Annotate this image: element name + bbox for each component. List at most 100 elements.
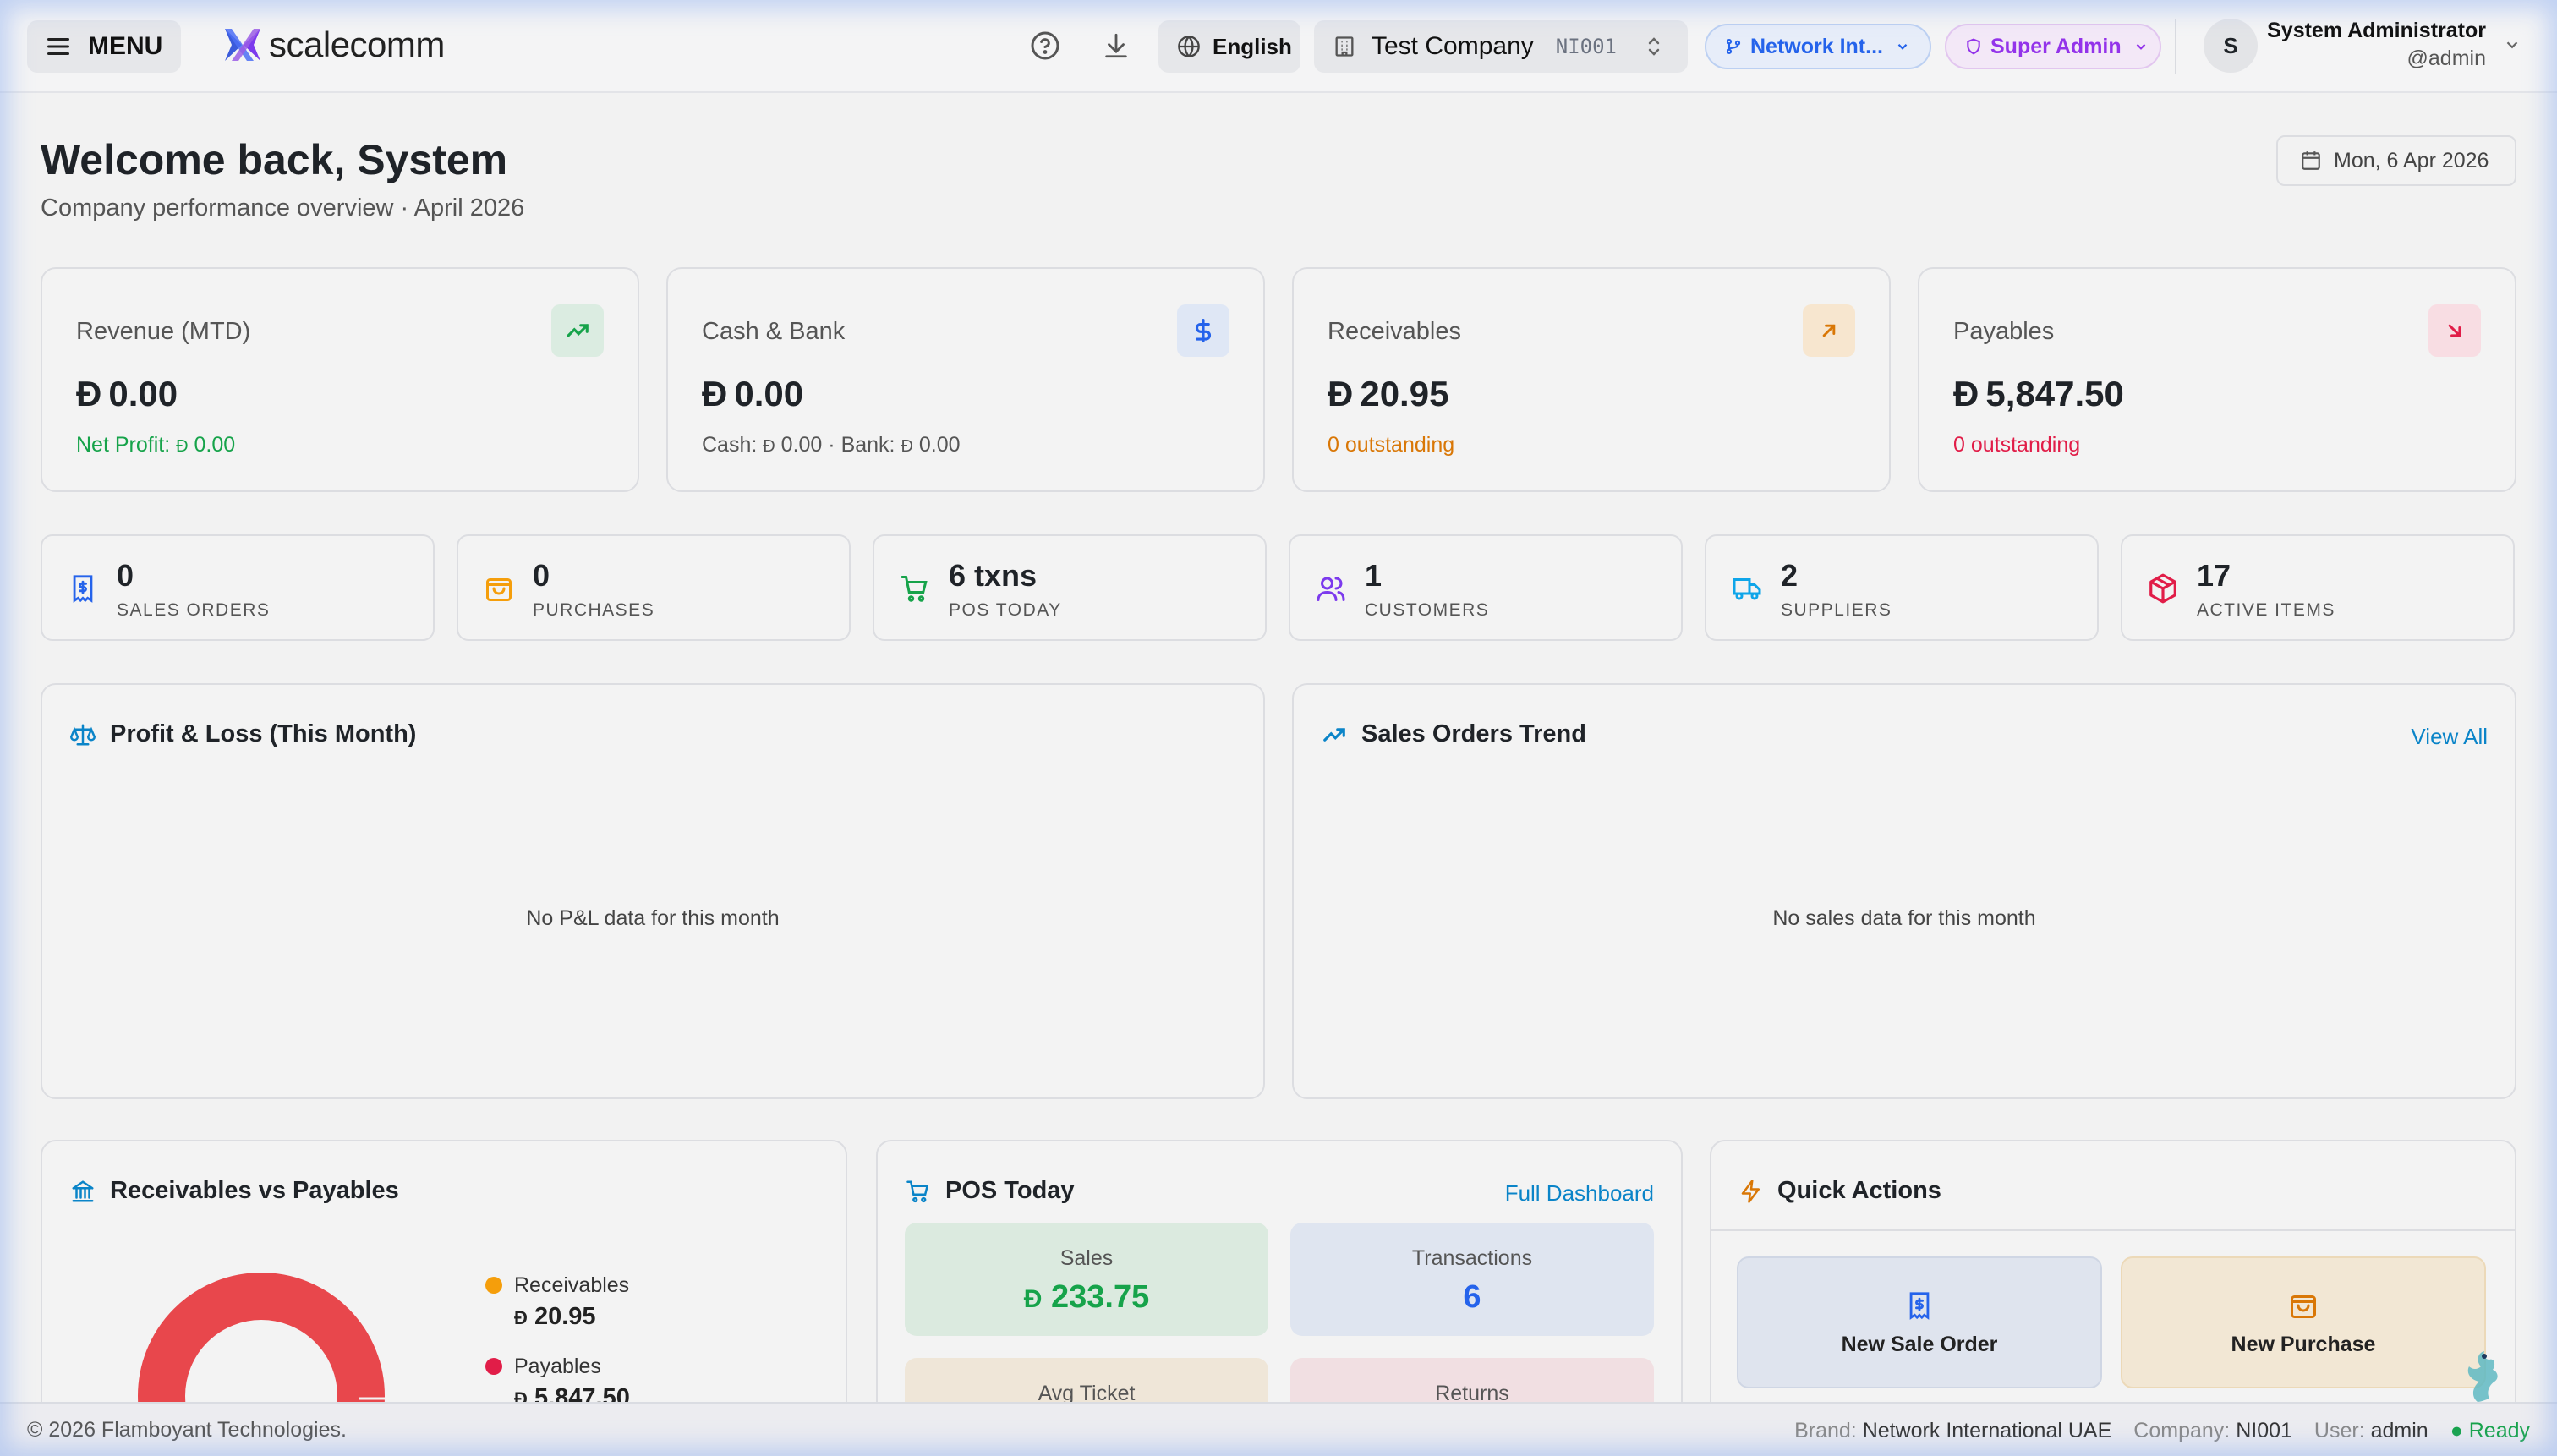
pos-today-panel: POS Today Full Dashboard Sales Đ 233.75 …	[876, 1140, 1683, 1419]
user-chevron-down-icon[interactable]	[2503, 36, 2521, 54]
date-picker[interactable]: Mon, 6 Apr 2026	[2276, 135, 2516, 186]
stat-card-active-items[interactable]: 17 ACTIVE ITEMS	[2121, 534, 2515, 641]
assistant-mascot-icon[interactable]	[2450, 1331, 2505, 1407]
stat-label: POS TODAY	[949, 600, 1062, 620]
kpi-title: Revenue (MTD)	[76, 318, 251, 345]
page-subtitle: Company performance overview · April 202…	[41, 194, 525, 222]
brand-logo[interactable]: scalecomm	[222, 24, 445, 66]
chevron-down-icon	[2136, 43, 2145, 50]
pos-transactions-tile: Transactions 6	[1290, 1223, 1654, 1336]
scalecomm-logo-icon	[225, 29, 260, 61]
footer-brand: Brand: Network International UAE	[1794, 1419, 2112, 1442]
network-selector[interactable]: Network Int...	[1705, 24, 1931, 69]
company-switcher[interactable]: Test Company NI001	[1314, 20, 1688, 73]
help-circle-icon	[1031, 31, 1059, 60]
kpi-subtext: 0 outstanding	[1953, 433, 2081, 457]
stat-label: ACTIVE ITEMS	[2197, 600, 2335, 620]
kpi-value: Đ 5,847.50	[1953, 374, 2124, 413]
menu-button[interactable]: MENU	[27, 20, 181, 73]
kpi-title: Payables	[1953, 318, 2055, 345]
donut-slice-payables[interactable]	[138, 1273, 385, 1419]
kpi-card-payables[interactable]: Payables Đ 5,847.50 0 outstanding	[1918, 267, 2516, 492]
currency-symbol: Đ	[76, 374, 102, 413]
stat-value: 17	[2197, 558, 2231, 593]
scale-icon	[69, 724, 96, 745]
stat-card-purchases[interactable]: 0 PURCHASES	[457, 534, 851, 641]
role-label: Super Admin	[1990, 34, 2122, 58]
stat-value: 0	[533, 558, 550, 593]
panel-title: Sales Orders Trend	[1321, 720, 1586, 748]
arrow-up-right-icon	[1803, 304, 1855, 357]
download-button[interactable]	[1099, 29, 1133, 63]
pnl-panel: Profit & Loss (This Month) No P&L data f…	[41, 683, 1265, 1099]
kpi-value: Đ 0.00	[702, 374, 804, 413]
kpi-value: Đ 0.00	[76, 374, 178, 413]
kpi-card-revenue[interactable]: Revenue (MTD) Đ 0.00 Net Profit: Đ 0.00	[41, 267, 639, 492]
trending-up-icon	[551, 304, 604, 357]
copyright: © 2026 Flamboyant Technologies.	[27, 1417, 347, 1442]
language-selector[interactable]: English	[1158, 20, 1300, 73]
user-menu[interactable]: System Administrator @admin	[2267, 19, 2486, 71]
help-button[interactable]	[1028, 29, 1062, 63]
date-label: Mon, 6 Apr 2026	[2334, 148, 2489, 172]
kpi-value: Đ 20.95	[1328, 374, 1449, 413]
chevron-down-icon	[1897, 43, 1908, 50]
menu-label: MENU	[88, 32, 163, 60]
panel-title: Receivables vs Payables	[69, 1177, 399, 1205]
company-code: NI001	[1555, 35, 1617, 58]
empty-state: No sales data for this month	[1772, 906, 2036, 930]
full-dashboard-link[interactable]: Full Dashboard	[1504, 1180, 1654, 1206]
new-sale-order-button[interactable]: New Sale Order	[1737, 1256, 2102, 1388]
cart-icon	[906, 1180, 929, 1202]
page-title: Welcome back, System	[41, 136, 508, 183]
footer-company: Company: NI001	[2133, 1419, 2292, 1442]
new-purchase-button[interactable]: New Purchase	[2121, 1256, 2486, 1388]
legend-dot	[485, 1358, 502, 1375]
box-icon	[2144, 570, 2182, 607]
arrow-down-right-icon	[2428, 304, 2481, 357]
stat-value: 2	[1781, 558, 1799, 593]
chevrons-up-down-icon	[1648, 37, 1660, 56]
receipt-icon	[1903, 1289, 1936, 1322]
kpi-card-cash-bank[interactable]: Cash & Bank Đ 0.00 Cash: Đ 0.00 · Bank: Đ…	[666, 267, 1265, 492]
bank-icon	[72, 1180, 94, 1201]
kpi-subtext: Net Profit: Đ 0.00	[76, 433, 236, 457]
stat-card-pos-today[interactable]: 6 txns POS TODAY	[873, 534, 1267, 641]
trending-up-icon	[1323, 727, 1345, 742]
sales-trend-panel: Sales Orders Trend View All No sales dat…	[1292, 683, 2516, 1099]
shopping-bag-icon	[480, 570, 517, 607]
status-bar: © 2026 Flamboyant Technologies. Brand: N…	[0, 1402, 2557, 1456]
kpi-card-receivables[interactable]: Receivables Đ 20.95 0 outstanding	[1292, 267, 1891, 492]
role-selector[interactable]: Super Admin	[1945, 24, 2161, 69]
stat-value: 6 txns	[949, 558, 1038, 593]
view-all-link[interactable]: View All	[2411, 724, 2488, 749]
hamburger-icon	[47, 38, 69, 55]
brand-name: scalecomm	[269, 25, 445, 64]
footer-user: User: admin	[2313, 1419, 2428, 1442]
calendar-icon	[2302, 151, 2320, 170]
stat-card-suppliers[interactable]: 2 SUPPLIERS	[1705, 534, 2099, 641]
empty-state: No P&L data for this month	[526, 906, 780, 930]
stat-label: SALES ORDERS	[117, 600, 271, 620]
kpi-title: Cash & Bank	[702, 318, 846, 345]
cart-icon	[896, 570, 934, 607]
stat-card-sales-orders[interactable]: 0 SALES ORDERS	[41, 534, 435, 641]
language-label: English	[1213, 33, 1292, 59]
avatar[interactable]: S	[2204, 19, 2258, 73]
receivables-vs-payables-panel: Receivables vs Payables Receivables Đ 20…	[41, 1140, 847, 1419]
stat-card-customers[interactable]: 1 CUSTOMERS	[1289, 534, 1683, 641]
globe-icon	[1178, 36, 1200, 57]
users-icon	[1312, 570, 1350, 607]
shield-icon	[1967, 38, 1980, 55]
legend-receivables: Receivables Đ 20.95	[485, 1273, 629, 1331]
pos-sales-tile: Sales Đ 233.75	[905, 1223, 1268, 1336]
lightning-icon	[1741, 1179, 1760, 1203]
stat-label: PURCHASES	[533, 600, 655, 620]
kpi-title: Receivables	[1328, 318, 1461, 345]
user-handle: @admin	[2406, 47, 2486, 70]
legend-dot	[485, 1277, 502, 1294]
kpi-subtext: Cash: Đ 0.00 · Bank: Đ 0.00	[702, 433, 961, 457]
panel-title: Quick Actions	[1738, 1177, 1941, 1205]
company-name: Test Company	[1372, 32, 1534, 60]
dollar-icon	[1177, 304, 1229, 357]
